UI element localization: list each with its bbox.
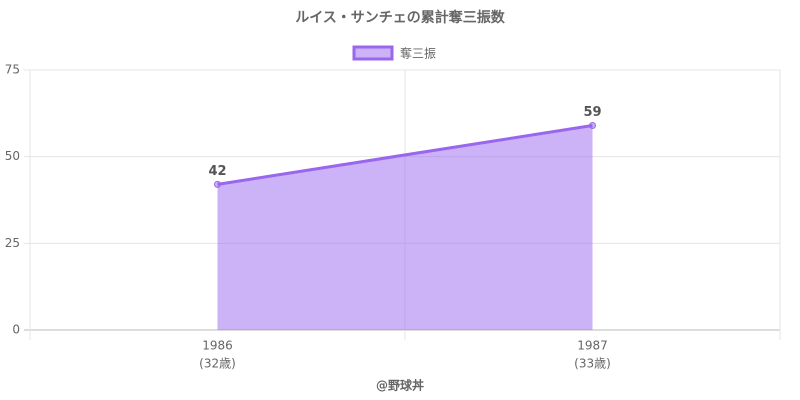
x-tick-sublabel: (33歳) bbox=[574, 357, 611, 371]
point bbox=[214, 180, 221, 188]
y-tick-label: 25 bbox=[5, 236, 20, 250]
x-tick-sublabel: (32歳) bbox=[199, 357, 236, 371]
y-tick-label: 0 bbox=[12, 323, 20, 337]
y-tick-label: 75 bbox=[5, 63, 20, 77]
legend-label: 奪三振 bbox=[400, 46, 436, 61]
area-line bbox=[217, 123, 593, 186]
data-label: 42 bbox=[208, 164, 226, 179]
point bbox=[589, 121, 596, 129]
credit: @野球丼 bbox=[376, 378, 424, 393]
data-label: 59 bbox=[583, 105, 601, 120]
legend-swatch bbox=[352, 45, 394, 61]
chart-title: ルイス・サンチェの累計奪三振数 bbox=[295, 9, 506, 26]
y-tick-label: 50 bbox=[5, 149, 20, 163]
x-tick-label: 1987 bbox=[577, 339, 608, 353]
area-fill bbox=[217, 125, 593, 330]
x-tick-label: 1986 bbox=[202, 339, 233, 353]
